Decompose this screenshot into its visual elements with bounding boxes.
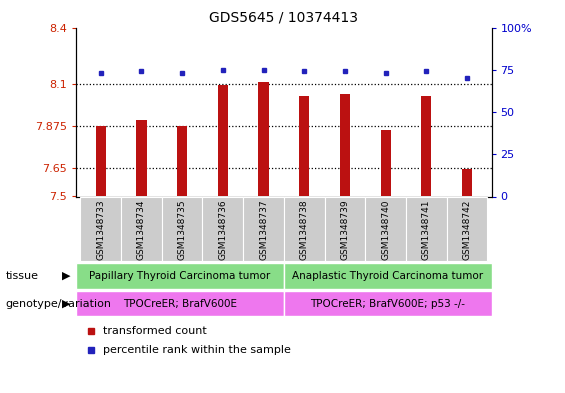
Text: GSM1348733: GSM1348733	[96, 200, 105, 261]
Text: transformed count: transformed count	[103, 326, 207, 336]
Text: ▶: ▶	[62, 299, 71, 309]
Bar	[325, 196, 366, 261]
Bar	[121, 196, 162, 261]
Bar	[284, 263, 492, 289]
Bar	[366, 196, 406, 261]
Bar	[95, 126, 106, 196]
Text: GSM1348735: GSM1348735	[177, 200, 186, 261]
Bar	[462, 169, 472, 196]
Bar	[284, 291, 492, 316]
Text: genotype/variation: genotype/variation	[6, 299, 112, 309]
Text: GSM1348738: GSM1348738	[300, 200, 308, 261]
Bar	[243, 196, 284, 261]
Text: ▶: ▶	[62, 271, 71, 281]
Title: GDS5645 / 10374413: GDS5645 / 10374413	[210, 11, 358, 25]
Text: GSM1348741: GSM1348741	[422, 200, 431, 260]
Bar	[218, 85, 228, 196]
Text: GSM1348734: GSM1348734	[137, 200, 146, 260]
Bar	[162, 196, 202, 261]
Text: Anaplastic Thyroid Carcinoma tumor: Anaplastic Thyroid Carcinoma tumor	[292, 271, 483, 281]
Bar	[299, 96, 310, 196]
Text: percentile rank within the sample: percentile rank within the sample	[103, 345, 291, 355]
Bar	[447, 196, 488, 261]
Text: TPOCreER; BrafV600E: TPOCreER; BrafV600E	[123, 299, 237, 309]
Text: GSM1348736: GSM1348736	[218, 200, 227, 261]
Bar	[258, 82, 268, 196]
Bar	[284, 196, 325, 261]
Bar	[202, 196, 243, 261]
Bar	[136, 119, 146, 196]
Bar	[381, 130, 391, 196]
Bar	[406, 196, 447, 261]
Text: Papillary Thyroid Carcinoma tumor: Papillary Thyroid Carcinoma tumor	[89, 271, 271, 281]
Bar	[76, 263, 284, 289]
Bar	[421, 96, 432, 196]
Bar	[177, 126, 187, 196]
Bar	[76, 291, 284, 316]
Bar	[340, 94, 350, 196]
Text: GSM1348737: GSM1348737	[259, 200, 268, 261]
Text: TPOCreER; BrafV600E; p53 -/-: TPOCreER; BrafV600E; p53 -/-	[310, 299, 465, 309]
Text: tissue: tissue	[6, 271, 38, 281]
Bar	[80, 196, 121, 261]
Text: GSM1348739: GSM1348739	[341, 200, 350, 261]
Text: GSM1348740: GSM1348740	[381, 200, 390, 260]
Text: GSM1348742: GSM1348742	[463, 200, 472, 260]
